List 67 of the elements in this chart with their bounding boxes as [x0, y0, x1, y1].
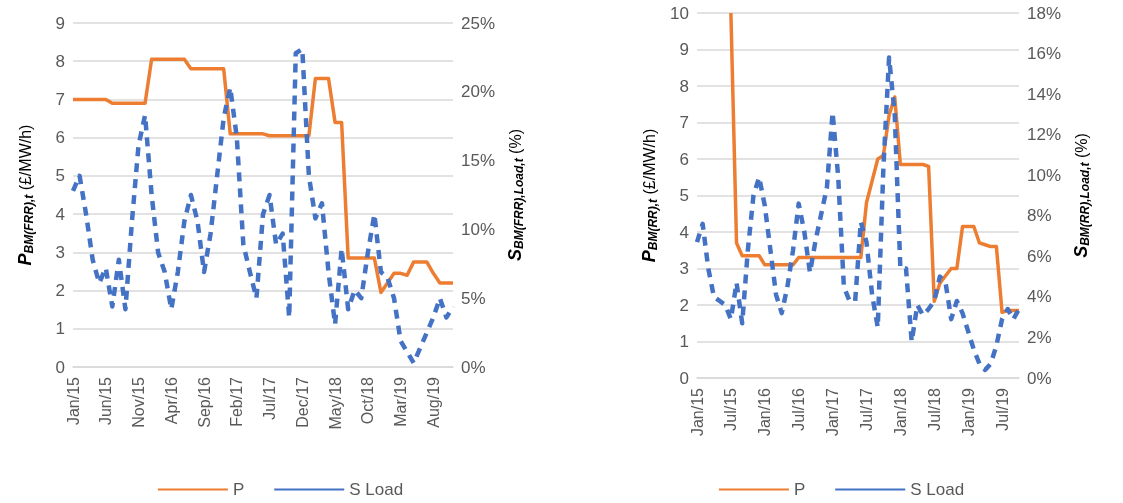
y-tick-label: 7	[55, 89, 65, 109]
y-tick-label: 9	[679, 40, 689, 59]
x-tick-label: Dec/17	[293, 376, 311, 428]
x-tick-label: Jun/15	[97, 376, 115, 426]
x-tick-label: Feb/17	[228, 376, 246, 427]
y-tick-label: 6	[679, 149, 689, 169]
x-tick-label: Jul/19	[993, 387, 1011, 431]
y-tick-label: 8	[679, 76, 689, 96]
x-tick-label: Jan/15	[688, 387, 706, 437]
y2-tick-label: 4%	[1027, 287, 1052, 307]
x-tick-label: Jan/18	[891, 387, 909, 437]
x-tick-label: Jan/16	[756, 387, 774, 437]
y2-tick-label: 0%	[461, 357, 486, 377]
y2-tick-label: 6%	[1027, 246, 1052, 266]
y2-tick-label: 10%	[461, 219, 496, 239]
y-tick-label: 3	[679, 259, 689, 278]
y-tick-label: 9	[55, 13, 65, 33]
y-tick-label: 2	[679, 295, 689, 315]
x-tick-label: Mar/19	[392, 376, 410, 427]
y2-tick-label: 14%	[1027, 84, 1062, 104]
y2-tick-label: 0%	[1027, 368, 1052, 388]
y-tick-label: 0	[55, 357, 65, 377]
line-series	[71, 57, 455, 295]
y-tick-label: 5	[679, 186, 689, 205]
x-tick-label: Jan/17	[824, 387, 842, 437]
x-tick-label: Jan/15	[64, 376, 82, 426]
x-tick-label: Jul/16	[790, 387, 808, 431]
x-tick-label: Jan/19	[959, 387, 977, 437]
x-tick-label: Jul/17	[261, 376, 279, 420]
y2-tick-label: 12%	[1027, 125, 1062, 145]
y-tick-label: 0	[679, 368, 689, 388]
x-tick-label: Nov/15	[130, 376, 148, 428]
y2-tick-label: 10%	[1027, 165, 1062, 185]
y-tick-label: 1	[55, 319, 65, 339]
y-tick-label: 7	[679, 113, 689, 132]
y-tick-label: 5	[55, 166, 65, 186]
line-series	[729, 11, 1021, 315]
legend-label: P	[232, 480, 245, 499]
y2-tick-label: 5%	[461, 288, 486, 308]
y2-tick-label: 2%	[1027, 327, 1052, 347]
y-tick-label: 8	[55, 51, 65, 71]
y2-tick-label: 20%	[461, 82, 496, 102]
y2-tick-label: 25%	[461, 13, 496, 33]
y2-tick-label: 8%	[1027, 206, 1052, 226]
x-tick-label: Jul/15	[722, 387, 740, 431]
x-tick-label: Oct/18	[359, 376, 377, 425]
y-tick-label: 4	[55, 204, 65, 224]
legend-label: P	[793, 480, 806, 499]
x-tick-label: Jul/17	[857, 387, 875, 431]
line-series	[694, 55, 1022, 373]
x-tick-label: Apr/16	[162, 376, 180, 425]
x-tick-label: May/18	[326, 376, 344, 430]
y2-axis-title: SBM(FRR),Load,t (%)	[505, 129, 526, 261]
y-tick-label: 6	[55, 128, 65, 148]
legend-label: S Load	[349, 480, 404, 499]
legend-label: S Load	[910, 480, 965, 499]
y-tick-label: 2	[55, 281, 65, 301]
y-tick-label: 4	[679, 222, 689, 242]
y2-tick-label: 18%	[1027, 3, 1062, 23]
y2-tick-label: 15%	[461, 151, 496, 171]
y-tick-label: 1	[679, 332, 689, 351]
y-tick-label: 10	[670, 3, 689, 23]
y-tick-label: 3	[55, 242, 65, 262]
y2-tick-label: 16%	[1027, 44, 1062, 64]
x-tick-label: Jul/18	[925, 387, 943, 431]
x-tick-label: Aug/19	[424, 376, 442, 428]
x-tick-label: Sep/16	[195, 376, 213, 428]
